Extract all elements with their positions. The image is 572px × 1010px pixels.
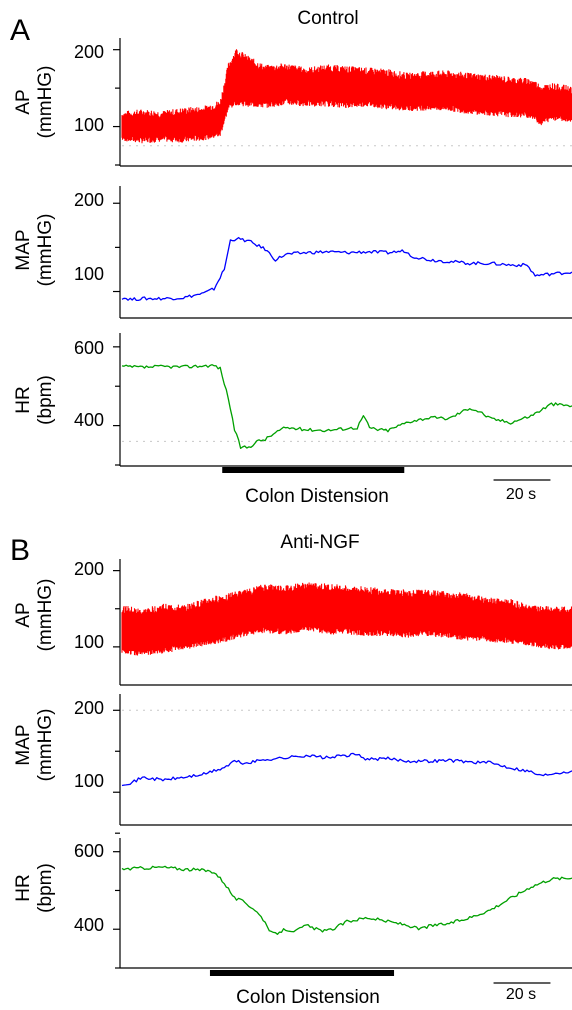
ylabel-line-1: HR [13, 874, 34, 901]
stimulus-label-a: Colon Distension [245, 486, 389, 507]
stimulus-a: Colon Distension 20 s [222, 467, 551, 507]
ytick-label: 600 [74, 841, 104, 861]
panel-title-b: Anti-NGF [280, 532, 359, 553]
plot-b-hr: HR (bpm) 600 400 [13, 838, 572, 969]
ap-trace [121, 582, 572, 656]
panel-letter-b: B [10, 534, 30, 567]
plot-a-hr: HR (bpm) 600 400 [13, 333, 572, 467]
panel-letter-a: A [10, 14, 30, 47]
stimulus-label-b: Colon Distension [236, 987, 380, 1008]
plot-b-ap: AP (mmHG) 200 100 [13, 559, 572, 686]
ylabel-line-2: (mmHG) [35, 709, 56, 782]
plot-a-ap: AP (mmHG) 200 100 [13, 38, 572, 167]
panel-title-a: Control [297, 8, 358, 29]
ylabel-b-map: MAP (mmHG) [13, 709, 56, 782]
ylabel-a-ap: AP (mmHG) [13, 66, 56, 139]
ylabel-a-hr: HR (bpm) [13, 375, 56, 425]
ytick-label: 400 [74, 915, 104, 935]
hr-trace [121, 865, 572, 935]
ap-trace [121, 49, 572, 144]
ylabel-a-map: MAP (mmHG) [13, 214, 56, 287]
ylabel-line-1: MAP [13, 229, 34, 270]
ytick-label: 200 [74, 559, 104, 579]
ylabel-line-2: (mmHG) [35, 66, 56, 139]
ytick-label: 200 [74, 698, 104, 718]
ytick-label: 600 [74, 338, 104, 358]
ytick-label: 200 [74, 190, 104, 210]
ylabel-line-1: MAP [13, 724, 34, 765]
scale-bar-label-a: 20 s [506, 486, 536, 503]
ylabel-line-2: (bpm) [35, 863, 56, 913]
scale-bar-label-b: 20 s [506, 986, 536, 1003]
ytick-label: 200 [74, 42, 104, 62]
ylabel-line-2: (bpm) [35, 375, 56, 425]
ylabel-line-2: (mmHG) [35, 579, 56, 652]
map-trace [121, 752, 572, 787]
ylabel-line-1: AP [13, 89, 34, 114]
ylabel-line-1: HR [13, 386, 34, 413]
ytick-label: 100 [74, 264, 104, 284]
ytick-label: 400 [74, 410, 104, 430]
ytick-label: 100 [74, 632, 104, 652]
plot-a-map: MAP (mmHG) 200 100 [13, 186, 572, 319]
ylabel-line-2: (mmHG) [35, 214, 56, 287]
map-trace [121, 236, 572, 302]
stimulus-bar [222, 467, 405, 473]
ylabel-b-hr: HR (bpm) [13, 863, 56, 913]
ylabel-b-ap: AP (mmHG) [13, 579, 56, 652]
plot-b-map: MAP (mmHG) 200 100 [13, 694, 572, 834]
ytick-label: 100 [74, 115, 104, 135]
ytick-label: 100 [74, 771, 104, 791]
ylabel-line-1: AP [13, 602, 34, 627]
hr-trace [121, 364, 572, 450]
stimulus-b: Colon Distension 20 s [209, 970, 551, 1008]
stimulus-bar [209, 970, 395, 976]
